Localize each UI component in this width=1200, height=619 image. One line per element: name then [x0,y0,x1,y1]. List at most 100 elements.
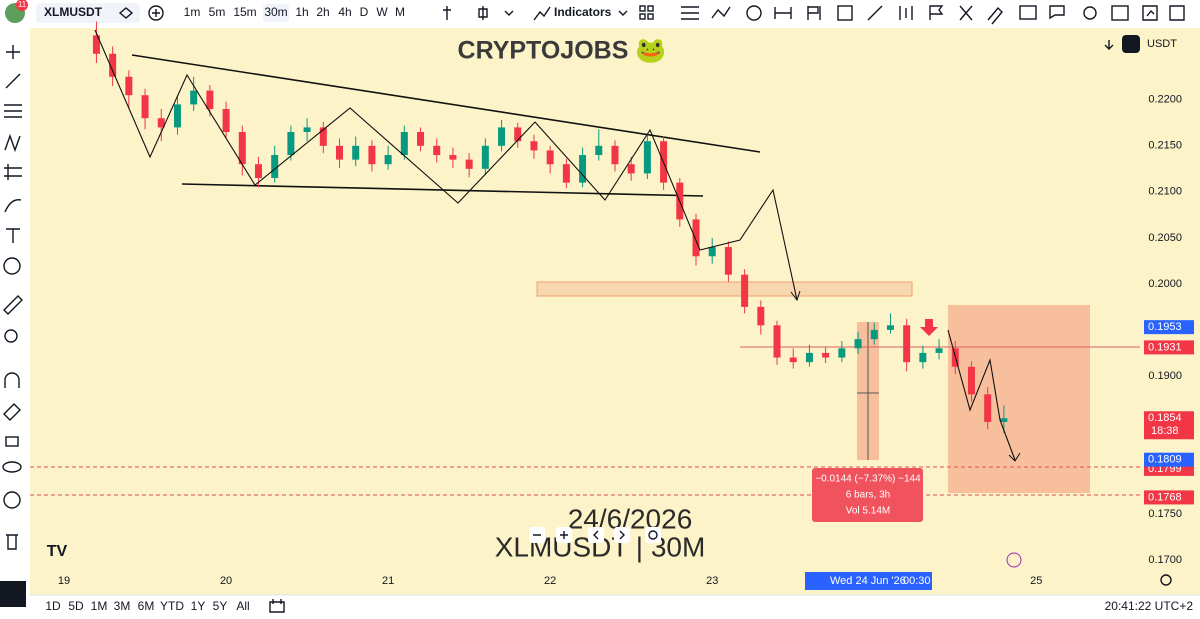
range-button[interactable]: 3M [114,599,131,613]
tool-icon[interactable] [899,6,913,20]
countdown: 18:38 [1151,425,1179,437]
tool-icon[interactable] [837,5,853,21]
timeframe[interactable]: 30m [264,5,287,19]
candle-body [595,145,603,156]
reset-glyph [648,530,658,540]
tool-icon[interactable] [1083,6,1097,20]
symbol-icon [118,7,134,19]
x-tick-label: 25 [1030,575,1042,587]
tool-icon[interactable] [929,5,944,20]
favorites-tool[interactable] [0,581,26,607]
zoom-tool[interactable] [4,329,18,343]
candle-body [336,145,344,160]
globe-tool[interactable] [3,491,21,509]
tool-icon[interactable] [681,6,699,20]
layout-icon[interactable] [639,5,646,12]
currency[interactable]: USDT [1147,38,1177,50]
timeframe[interactable]: W [376,5,388,19]
chart-type-icons[interactable] [443,6,488,20]
y-tick-label: 0.2200 [1148,94,1182,106]
range-button[interactable]: 5D [68,599,84,613]
timeframe[interactable]: 1h [295,5,308,19]
clock: 20:41:22 UTC+2 [1105,599,1194,613]
tool-icon[interactable] [867,5,883,21]
range-button[interactable]: 5Y [213,599,228,613]
price-tag [1144,411,1194,440]
brush-tool[interactable] [4,199,22,213]
events-icon[interactable] [1006,552,1022,568]
range-button[interactable]: 1Y [191,599,206,613]
lock-tool[interactable] [5,436,19,447]
candle-body [206,90,214,109]
timeframe[interactable]: 2h [316,5,329,19]
timeframe[interactable]: 15m [233,5,256,19]
timeframe[interactable]: 5m [209,5,226,19]
tool-icon[interactable] [746,5,762,21]
tool-icon[interactable] [1169,5,1185,21]
scroll-right[interactable] [614,527,630,543]
zigzag-projection [947,329,1016,461]
symbol-search[interactable] [36,3,140,23]
range-button[interactable]: All [236,599,249,613]
price-tags: 0.19530.19310.17990.18090.17680.185418:3… [1144,320,1194,505]
indicators-dropdown[interactable] [618,10,628,16]
tool-icon[interactable] [1111,5,1129,21]
y-tick-label: 0.1750 [1148,508,1182,520]
tool-icon[interactable] [711,6,731,19]
tool-icon[interactable] [807,6,821,20]
range-button[interactable]: YTD [160,599,184,613]
layout-icon[interactable] [639,13,646,20]
settings-icon[interactable] [1160,574,1172,586]
auto-scale[interactable] [1122,35,1140,53]
reset-view[interactable] [645,527,661,543]
candle-body [967,366,975,395]
range-button[interactable]: 6M [138,599,155,613]
compare-button[interactable] [148,5,164,21]
x-tick-label: 21 [382,575,394,587]
trendline-tool[interactable] [5,73,21,89]
tool-icon[interactable] [959,5,973,21]
indicators-button[interactable]: Indicators [554,5,612,19]
measure-bars: 6 bars, 3h [846,490,890,501]
zoom-glyphs [533,530,625,540]
lock-draw-tool[interactable] [3,403,21,421]
layout-icon[interactable] [647,5,654,12]
date-range-icon[interactable] [269,599,285,613]
trash-tool[interactable] [6,534,18,550]
candle-body [838,348,846,358]
fib-tool[interactable] [4,104,22,118]
candle-body [465,159,473,169]
candle-body [125,76,133,96]
price-tag-label: 0.1768 [1148,491,1182,503]
symbol[interactable]: XLMUSDT [44,5,103,19]
pattern-tool[interactable] [4,133,21,153]
timeframe[interactable]: 1m [184,5,201,19]
visibility-tool[interactable] [2,461,22,473]
candle-body [903,325,911,363]
price-tag-label: 0.1809 [1148,454,1182,466]
emoji-tool[interactable] [3,257,21,275]
scroll-down[interactable] [1104,40,1114,50]
crosshair-tool[interactable] [6,45,20,59]
ruler-tool[interactable] [3,295,23,315]
tool-icon[interactable] [1019,5,1037,20]
range-button[interactable]: 1M [91,599,108,613]
y-tick-label: 0.2100 [1148,186,1182,198]
timeframe[interactable]: M [395,5,405,19]
timeframe[interactable]: D [360,5,369,19]
bottom-toolbar [0,595,1200,619]
candle-body [157,118,165,128]
projection-tool[interactable] [4,164,22,180]
text-tool[interactable] [6,228,20,243]
range-button[interactable]: 1D [45,599,61,613]
chart-type-dropdown[interactable] [504,10,514,16]
timeframe[interactable]: 4h [338,5,351,19]
scroll-left[interactable] [588,527,604,543]
layout-icon[interactable] [647,13,654,20]
magnet-tool[interactable] [4,372,20,388]
tool-icon[interactable] [1049,5,1065,20]
tool-icon[interactable] [774,7,792,19]
tool-icon[interactable] [1142,5,1158,21]
candle-body [287,132,295,156]
tool-icon[interactable] [987,6,1003,25]
